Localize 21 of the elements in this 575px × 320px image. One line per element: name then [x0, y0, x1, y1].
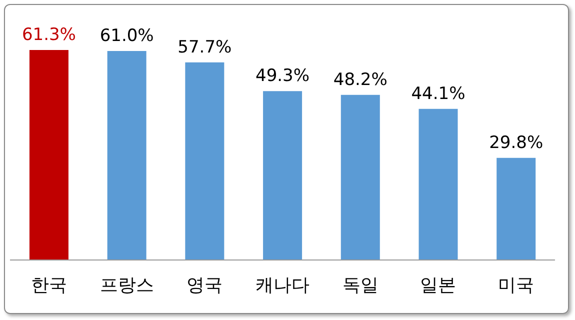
x-tick-label: 프랑스	[100, 274, 154, 296]
data-label: 48.2%	[333, 70, 388, 90]
data-label: 29.8%	[489, 132, 544, 153]
x-tick-label: 일본	[420, 274, 456, 296]
x-tick-label: 미국	[498, 274, 534, 296]
bar	[185, 62, 224, 260]
x-tick-label: 캐나다	[256, 274, 310, 296]
data-label: 57.7%	[178, 37, 232, 58]
bar	[107, 51, 146, 260]
data-label: 61.0%	[100, 26, 154, 46]
data-label: 44.1%	[411, 84, 466, 104]
bar	[29, 50, 68, 260]
x-tick-label: 한국	[30, 274, 67, 296]
x-tick-label: 독일	[342, 274, 378, 296]
data-label: 49.3%	[256, 66, 310, 86]
bar	[263, 91, 302, 260]
x-tick-label: 영국	[186, 274, 223, 296]
bar	[418, 108, 458, 260]
bar	[340, 94, 380, 260]
data-label: 61.3%	[22, 25, 76, 45]
bar	[496, 158, 536, 260]
